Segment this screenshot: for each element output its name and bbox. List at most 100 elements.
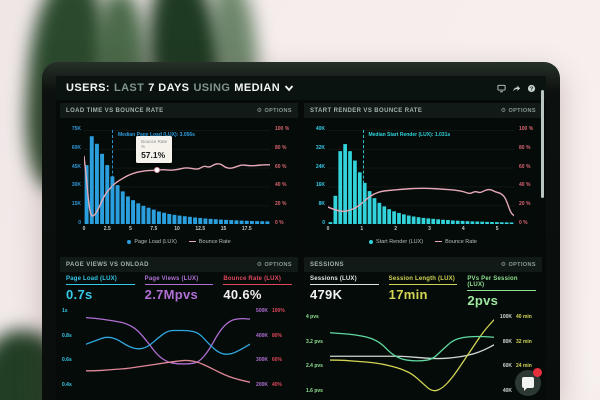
axis-tick: 3.2 pvs: [306, 338, 323, 345]
axis-tick: 16K: [315, 182, 325, 189]
axis-tick: 0.4s: [62, 381, 72, 388]
axis-tick: 20 %: [519, 201, 531, 208]
help-icon[interactable]: ?: [527, 84, 536, 93]
lines-svg: [330, 316, 494, 392]
panel-sessions: SESSIONS ⚙ OPTIONS Sessions (LUX) 479K Sess…: [304, 257, 542, 400]
axis-tick: 8K: [318, 201, 325, 208]
axis-tick: 7.5: [150, 226, 158, 232]
axis-tick: 100K: [500, 314, 512, 320]
metric: Bounce Rate (LUX) 40.6%: [223, 276, 293, 302]
panel-load-time: LOAD TIME VS BOUNCE RATE ⚙ OPTIONS 75K 60K…: [60, 103, 298, 253]
y-axis-right: 100 % 80 % 60 % 40 % 20 % 0 %: [516, 126, 542, 226]
axis-tick: 0.8s: [62, 332, 72, 339]
axis-tick: 75K: [71, 126, 81, 132]
screen-scrollbar[interactable]: [541, 90, 544, 198]
metrics-row: Sessions (LUX) 479K Session Length (LUX) 17…: [304, 272, 542, 310]
display-icon[interactable]: [497, 84, 506, 93]
axis-tick: 80K: [502, 338, 512, 345]
axis-tick: 20 %: [275, 201, 287, 208]
plot-area[interactable]: [330, 316, 494, 392]
chart-area[interactable]: 75K 60K 45K 30K 15K 0 100 % 80 % 60 % 40 % 20 % 0 %…: [60, 118, 298, 232]
axis-tick: 0: [322, 219, 325, 226]
legend-label: Start Render (LUX): [376, 238, 424, 245]
panel-header: START RENDER VS BOUNCE RATE ⚙ OPTIONS: [304, 103, 542, 118]
axis-tick-pair: 500K 100%: [252, 308, 298, 314]
metrics-row: Page Load (LUX) 0.7s Page Views (LUX) 2.7Mp…: [60, 272, 298, 304]
median-line: [112, 130, 114, 224]
axis-tick-pair: 200K 40%: [252, 382, 298, 388]
axis-tick: 80 %: [519, 144, 531, 151]
chart-area[interactable]: 4 pvs 3.2 pvs 2.4 pvs 1.6 pvs 100K 40 min 80K 3…: [304, 312, 542, 396]
gear-icon: ⚙: [256, 261, 263, 268]
gear-icon: ⚙: [500, 107, 507, 114]
axis-tick: 15: [220, 226, 227, 232]
options-button[interactable]: ⚙ OPTIONS: [257, 108, 292, 114]
tooltip-label: Bounce Rate: [141, 138, 168, 144]
header-icons: ?: [497, 84, 536, 93]
axis-tick: 100%: [272, 308, 285, 314]
metric-value: 2.7Mpvs: [144, 287, 199, 302]
options-label: OPTIONS: [508, 107, 536, 114]
axis-tick: 4: [461, 226, 465, 232]
legend-item[interactable]: Page Load (LUX): [127, 239, 177, 245]
axis-tick: 60%: [272, 357, 283, 364]
axis-tick: 0 %: [275, 219, 284, 226]
axis-tick: 32 min: [516, 338, 532, 345]
panel-page-views: PAGE VIEWS VS ONLOAD ⚙ OPTIONS Page Load …: [60, 257, 298, 400]
axis-tick-pair: 400K 80%: [252, 333, 298, 339]
options-label: OPTIONS: [264, 261, 292, 268]
axis-tick: 4 pvs: [306, 314, 319, 320]
axis-tick: 40 %: [275, 182, 287, 189]
panel-title: PAGE VIEWS VS ONLOAD: [66, 261, 149, 268]
panel-header: LOAD TIME VS BOUNCE RATE ⚙ OPTIONS: [60, 103, 298, 118]
plot-area[interactable]: Median Start Render (LUX): 1.031s: [328, 130, 514, 224]
metric: Page Views (LUX) 2.7Mpvs: [144, 276, 214, 302]
axis-tick: 10: [174, 226, 180, 232]
axis-tick-pair: 60K 24 min: [496, 363, 542, 369]
share-icon[interactable]: [512, 84, 521, 93]
lines-svg: [86, 310, 250, 386]
legend-item[interactable]: Bounce Rate: [435, 239, 477, 245]
axis-tick: 24 min: [516, 363, 532, 370]
y-axis-left: 40K 32K 24K 16K 8K 0: [304, 126, 325, 226]
y-axis-left: 75K 60K 45K 30K 15K 0: [60, 126, 81, 226]
axis-tick-pair: 100K 40 min: [496, 314, 542, 320]
axis-tick: 40K: [315, 126, 325, 132]
axis-tick: 0: [82, 226, 86, 232]
metric-value: 17min: [388, 287, 428, 302]
median-line: [362, 130, 364, 224]
axis-tick: 80%: [272, 332, 283, 339]
header-title-dropdown[interactable]: USERS: LAST 7 DAYS USING MEDIAN: [66, 82, 294, 94]
bars-and-line-svg: [84, 136, 270, 224]
chart-area[interactable]: 1s 0.8s 0.6s 0.4s 500K 100% 400K 80% 300K 60% 200K…: [60, 306, 298, 390]
plot-area[interactable]: [86, 310, 250, 386]
metric-label: Sessions (LUX): [310, 276, 379, 285]
chat-widget[interactable]: [515, 368, 542, 396]
metric-label: PVs Per Session (LUX): [467, 276, 537, 291]
legend-marker: [127, 239, 132, 244]
axis-tick-pair: 300K 60%: [252, 357, 298, 363]
legend-item[interactable]: Start Render (LUX): [369, 239, 423, 245]
axis-tick: 400K: [256, 332, 268, 339]
options-button[interactable]: ⚙ OPTIONS: [501, 108, 536, 114]
axis-tick: 30K: [71, 182, 81, 189]
axis-tick: 32K: [315, 144, 325, 151]
plot-area[interactable]: Median Page Load (LUX): 3.056s Bounce Rat…: [84, 130, 270, 224]
axis-tick: 0: [78, 219, 81, 226]
options-button[interactable]: ⚙ OPTIONS: [501, 262, 536, 268]
y-axis-left: 1s 0.8s 0.6s 0.4s: [62, 308, 84, 388]
axis-tick: 40K: [502, 387, 512, 394]
options-button[interactable]: ⚙ OPTIONS: [257, 262, 292, 268]
axis-tick: 1: [360, 226, 364, 232]
chart-area[interactable]: 40K 32K 24K 16K 8K 0 100 % 80 % 60 % 40 % 20 % 0 % M…: [304, 118, 542, 232]
axis-tick: 500K: [256, 308, 268, 314]
axis-tick: 0: [326, 226, 330, 232]
legend-item[interactable]: Bounce Rate: [188, 239, 231, 245]
app-header: USERS: LAST 7 DAYS USING MEDIAN ?: [56, 76, 546, 100]
metric-label: Session Length (LUX): [388, 276, 458, 285]
axis-tick: 200K: [256, 381, 268, 388]
y-axis-right: 100 % 80 % 60 % 40 % 20 % 0 %: [272, 126, 298, 226]
axis-tick: 2.5: [103, 226, 111, 232]
metric-value: 0.7s: [66, 287, 93, 302]
legend: Start Render (LUX) Bounce Rate: [304, 235, 542, 248]
